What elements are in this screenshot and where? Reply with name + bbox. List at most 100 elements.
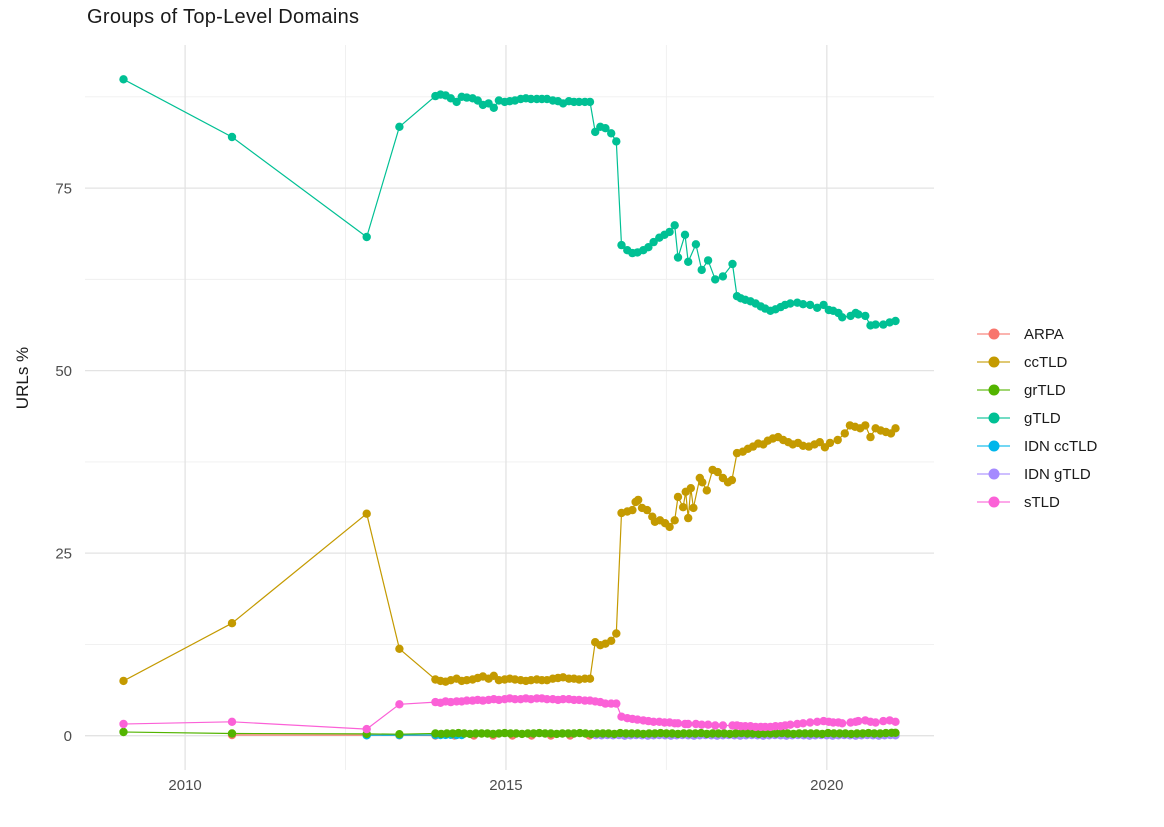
- data-point: [711, 721, 720, 730]
- chart-title: Groups of Top-Level Domains: [87, 6, 360, 28]
- data-point: [713, 467, 722, 477]
- y-axis-title: URLs %: [13, 346, 32, 410]
- legend-key-icon: [977, 412, 1010, 424]
- data-point: [627, 729, 636, 738]
- data-point: [800, 729, 810, 738]
- legend-key-icon: [977, 468, 1010, 480]
- data-point: [662, 729, 671, 738]
- legend-item-idn-gtld: IDN gTLD: [977, 460, 1097, 488]
- data-point: [395, 122, 404, 131]
- data-point: [119, 75, 128, 84]
- data-point: [795, 729, 804, 738]
- data-point: [395, 644, 404, 653]
- data-point: [702, 486, 711, 495]
- data-point: [644, 729, 654, 738]
- data-point: [628, 505, 637, 515]
- data-point: [825, 438, 835, 448]
- data-point: [718, 721, 728, 730]
- data-point: [840, 429, 849, 438]
- data-point: [612, 629, 621, 638]
- y-tick-label: 0: [64, 728, 72, 745]
- legend-label: sTLD: [1024, 493, 1060, 511]
- data-point: [362, 724, 371, 734]
- data-point: [891, 728, 900, 737]
- legend-item-gtld: gTLD: [977, 404, 1097, 432]
- data-point: [665, 227, 674, 237]
- data-point: [227, 729, 237, 738]
- data-point: [452, 97, 461, 107]
- data-point: [673, 719, 683, 728]
- data-point: [727, 475, 737, 485]
- data-point: [805, 300, 815, 310]
- data-point: [362, 232, 371, 242]
- data-point: [866, 432, 875, 442]
- x-tick-label: 2015: [489, 777, 522, 794]
- data-point: [879, 716, 888, 726]
- data-point: [542, 695, 552, 704]
- data-point: [711, 275, 720, 284]
- legend-label: gTLD: [1024, 409, 1061, 427]
- x-tick-label: 2020: [810, 777, 843, 794]
- data-point: [870, 729, 879, 738]
- legend: ARPA ccTLD grTLD gTLD IDN ccTLD IDN gTLD sTLD: [977, 320, 1097, 516]
- data-point: [673, 253, 683, 262]
- data-point: [227, 619, 237, 628]
- data-point: [119, 727, 128, 737]
- data-point: [634, 495, 643, 505]
- data-point: [227, 132, 237, 142]
- y-tick-label: 50: [55, 363, 72, 380]
- axis-tick-labels: 0 25 50 75 2010 2015 2020: [55, 180, 843, 794]
- data-point: [838, 719, 847, 728]
- data-point: [601, 699, 610, 708]
- legend-key-icon: [977, 384, 1010, 396]
- data-point: [612, 699, 621, 708]
- data-point: [665, 522, 674, 532]
- legend-item-arpa: ARPA: [977, 320, 1097, 348]
- data-point: [684, 719, 693, 729]
- data-point: [462, 696, 471, 705]
- data-point: [395, 730, 404, 739]
- data-point: [591, 127, 600, 137]
- data-point: [891, 717, 900, 726]
- data-point: [718, 272, 728, 281]
- data-point: [813, 717, 822, 726]
- series-cctld: [119, 421, 900, 686]
- y-tick-label: 75: [55, 180, 72, 197]
- data-point: [815, 438, 824, 447]
- data-point: [585, 674, 595, 683]
- data-point: [728, 259, 737, 269]
- series-gtld: [119, 75, 900, 330]
- data-point: [612, 137, 621, 146]
- data-point: [395, 700, 404, 709]
- data-point: [829, 729, 839, 738]
- x-tick-label: 2010: [168, 777, 201, 794]
- legend-label: ccTLD: [1024, 353, 1068, 371]
- data-point: [838, 313, 847, 322]
- data-point: [574, 97, 584, 107]
- data-point: [617, 240, 626, 250]
- legend-item-idn-cctld: IDN ccTLD: [977, 432, 1097, 460]
- data-point: [607, 636, 616, 645]
- data-point: [523, 729, 532, 738]
- legend-item-grtld: grTLD: [977, 376, 1097, 404]
- data-point: [891, 316, 900, 326]
- data-point: [592, 729, 602, 738]
- data-point: [558, 695, 568, 704]
- series-stld: [119, 694, 900, 734]
- data-point: [642, 505, 652, 515]
- data-point: [861, 311, 870, 321]
- legend-label: IDN ccTLD: [1024, 437, 1098, 455]
- data-point: [601, 124, 610, 133]
- data-point: [698, 478, 707, 487]
- legend-item-stld: sTLD: [977, 488, 1097, 516]
- data-point: [854, 310, 863, 319]
- data-point: [526, 94, 536, 104]
- data-point: [558, 729, 567, 738]
- data-point: [689, 503, 698, 513]
- data-point: [564, 729, 573, 738]
- grid-major: [85, 45, 934, 770]
- data-point: [684, 257, 693, 266]
- data-point: [471, 729, 480, 738]
